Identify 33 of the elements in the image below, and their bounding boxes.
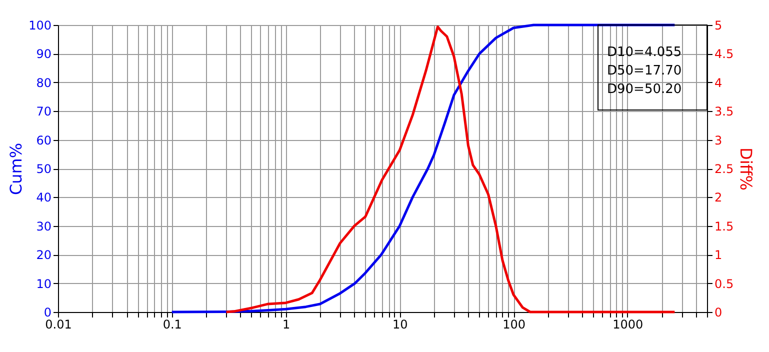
x-tick-label: 10 — [392, 318, 408, 332]
y2-tick-label: 3.5 — [714, 104, 734, 119]
x-tick-label: 0.01 — [45, 318, 72, 332]
y-tick-label: 30 — [36, 219, 52, 234]
y2-tick-label: 4.5 — [714, 47, 734, 62]
y-tick-label: 0 — [44, 306, 52, 320]
y-tick-label: 60 — [36, 133, 52, 148]
y2-tick-label: 1 — [714, 248, 722, 262]
annotation: D10=4.055 — [607, 45, 682, 60]
y2-tick-label: 1.5 — [714, 219, 734, 234]
y-tick-label: 100 — [28, 18, 52, 32]
y-tick-label: 40 — [36, 190, 52, 205]
x-tick-label: 100 — [502, 318, 526, 332]
y-tick-label: 50 — [36, 162, 52, 176]
y-tick-label: 10 — [36, 276, 52, 291]
y-axis-title: Cum% — [6, 142, 26, 196]
y-tick-label: 90 — [36, 47, 52, 62]
y2-tick-label: 5 — [714, 18, 722, 32]
x-tick-label: 0.1 — [162, 318, 182, 332]
y2-tick-label: 0 — [714, 306, 722, 320]
y-tick-label: 20 — [36, 248, 52, 262]
y2-tick-label: 4 — [714, 76, 722, 90]
y2-tick-label: 2 — [714, 190, 722, 205]
y-tick-label: 80 — [36, 76, 52, 90]
annotation: D90=50.20 — [607, 82, 682, 97]
y2-axis-title: Diff% — [736, 148, 756, 190]
y-tick-label: 70 — [36, 104, 52, 119]
y2-tick-label: 0.5 — [714, 276, 734, 291]
annotation: D50=17.70 — [607, 64, 682, 78]
x-tick-label: 1 — [282, 318, 290, 332]
x-tick-label: 1000 — [612, 318, 644, 332]
y2-tick-label: 2.5 — [714, 162, 734, 176]
y2-tick-label: 3 — [714, 133, 722, 148]
